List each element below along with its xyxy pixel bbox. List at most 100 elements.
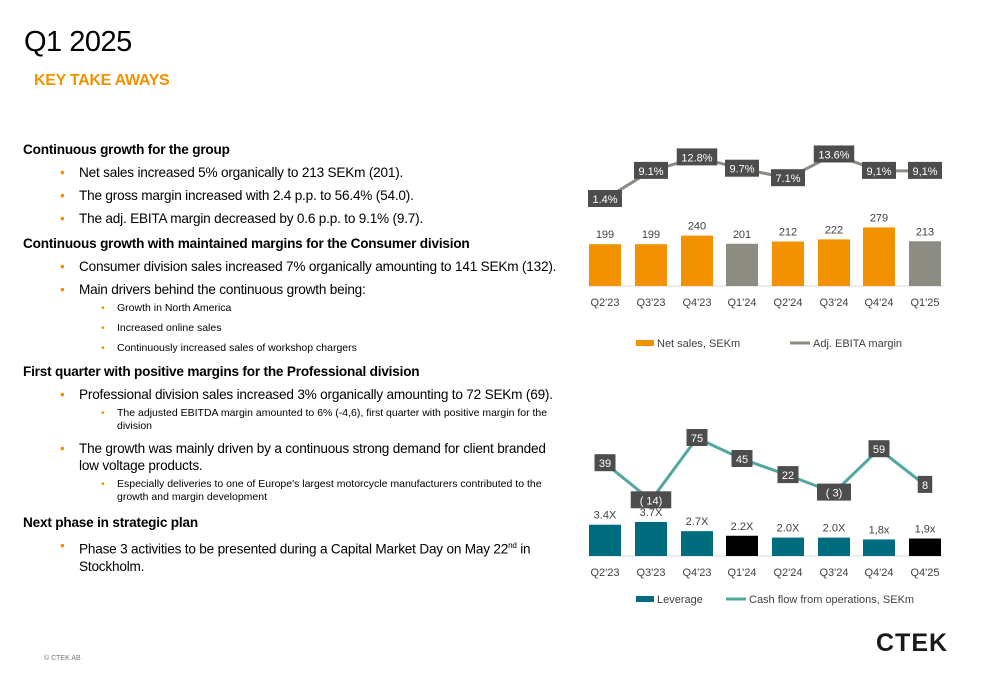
group-bullets: Net sales increased 5% organically to 21…	[23, 164, 563, 227]
page-title: Q1 2025	[24, 26, 132, 58]
category-label: Q3'24	[819, 297, 848, 309]
bar-value-label: 2.2X	[731, 521, 754, 533]
category-label: Q3'24	[819, 567, 848, 579]
bullet-text: in Stockholm.	[79, 541, 531, 574]
bar-value-label: 212	[779, 226, 797, 238]
line-value-label: 59	[873, 444, 885, 456]
line-value-label: 7.1%	[775, 173, 800, 185]
line-label-box	[813, 145, 855, 163]
bar	[863, 227, 895, 286]
bar	[681, 235, 713, 286]
line-value-label: ( 3)	[826, 488, 843, 500]
line-value-label: 9,1%	[866, 166, 891, 178]
line-label-box	[868, 440, 890, 458]
line-value-label: 45	[736, 454, 748, 466]
category-label: Q2'24	[773, 567, 802, 579]
bar-value-label: 240	[688, 221, 706, 233]
consumer-bullets: Consumer division sales increased 7% org…	[23, 258, 563, 355]
bar-value-label: 199	[642, 229, 660, 241]
line-value-label: 9.7%	[729, 164, 754, 176]
sub-bullet: Growth in North America	[23, 302, 563, 315]
bar	[772, 537, 804, 556]
bullet: Net sales increased 5% organically to 21…	[23, 164, 563, 181]
bullet: Consumer division sales increased 7% org…	[23, 258, 563, 275]
bar-value-label: 1,9x	[915, 524, 936, 536]
bar-value-label: 213	[916, 226, 934, 238]
bar-value-label: 222	[825, 224, 843, 236]
sub-bullet: The adjusted EBITDA margin amounted to 6…	[23, 407, 563, 433]
line-label-box	[686, 429, 708, 446]
leverage-cashflow-chart: 3.4X 3.7X 2.7X 2.2X 2.0X 2.0X 1,8x 1,9x Q2'23 Q3'…	[588, 429, 944, 606]
line-value-label: ( 14)	[640, 495, 663, 507]
line-value-label: 1.4%	[592, 194, 617, 206]
legend-line-label: Cash flow from operations, SEKm	[749, 594, 914, 606]
bullet: Main drivers behind the continuous growt…	[23, 281, 563, 298]
section-heading-group: Continuous growth for the group	[23, 142, 230, 157]
bar-value-label: 2.0X	[823, 523, 846, 535]
bullet: The growth was mainly driven by a contin…	[23, 440, 563, 474]
bar	[818, 239, 850, 286]
copyright: © CTEK AB	[44, 655, 81, 662]
category-label: Q4'23	[682, 567, 711, 579]
bar-value-label: 3.7X	[640, 507, 663, 519]
bar-value-label: 199	[596, 229, 614, 241]
line-value-label: 9.1%	[638, 166, 663, 178]
bullet: Phase 3 activities to be presented durin…	[23, 537, 563, 575]
line-label-box	[594, 454, 616, 472]
bar-value-label: 201	[733, 229, 751, 241]
sub-bullet: Continuously increased sales of workshop…	[23, 342, 563, 355]
category-label: Q2'23	[590, 567, 619, 579]
bar	[681, 531, 713, 556]
category-label: Q4'24	[864, 567, 893, 579]
ctek-logo: CTEK	[876, 629, 956, 659]
category-label: Q2'23	[590, 297, 619, 309]
bar	[635, 521, 667, 556]
page-subtitle: KEY TAKE AWAYS	[34, 72, 170, 89]
line-value-label: 12.8%	[681, 152, 712, 164]
professional-bullets: Professional division sales increased 3%…	[23, 386, 563, 504]
legend-bar-swatch	[636, 340, 654, 346]
line-label-box	[676, 148, 718, 166]
bar-value-label: 2.0X	[777, 523, 800, 535]
bar-value-label: 3.4X	[594, 510, 617, 522]
category-label: Q2'24	[773, 297, 802, 309]
section-heading-consumer: Continuous growth with maintained margin…	[23, 236, 470, 251]
line-value-label: 22	[782, 470, 794, 482]
bullet: Professional division sales increased 3%…	[23, 386, 563, 403]
bar-value-label: 279	[870, 212, 888, 224]
category-label: Q1'25	[910, 297, 939, 309]
bar	[635, 244, 667, 286]
category-label: Q1'24	[727, 297, 756, 309]
section-heading-strategy: Next phase in strategic plan	[23, 515, 198, 530]
line-value-label: 75	[691, 433, 703, 445]
category-label: Q1'24	[727, 567, 756, 579]
line-label-box	[908, 161, 942, 179]
line-label-box	[862, 161, 896, 179]
legend-bar-swatch	[636, 596, 654, 602]
sub-bullet: Increased online sales	[23, 322, 563, 335]
line-label-box	[634, 161, 668, 179]
legend-line-label: Adj. EBITA margin	[813, 338, 902, 350]
line-label-box	[771, 169, 805, 187]
category-label: Q3'23	[636, 297, 665, 309]
bar-value-label: 1,8x	[869, 524, 890, 536]
bar	[909, 538, 941, 556]
superscript: nd	[508, 541, 517, 550]
line-label-box	[731, 450, 753, 467]
line-value-label: 39	[599, 458, 611, 470]
bar	[726, 535, 758, 556]
section-heading-professional: First quarter with positive margins for …	[23, 364, 420, 379]
bullet-text: Phase 3 activities to be presented durin…	[79, 541, 509, 557]
takeaways-text: Continuous growth for the group Net sale…	[23, 141, 563, 575]
line-label-box	[817, 483, 851, 501]
bullet: The adj. EBITA margin decreased by 0.6 p…	[23, 210, 563, 227]
legend-bar-label: Leverage	[657, 594, 703, 606]
category-label: Q3'23	[636, 567, 665, 579]
strategy-bullets: Phase 3 activities to be presented durin…	[23, 537, 563, 575]
bar	[818, 537, 850, 556]
line-label-box	[725, 159, 759, 177]
line-label-box	[630, 491, 672, 509]
sub-bullet: Especially deliveries to one of Europe's…	[23, 478, 563, 504]
bullet: The gross margin increased with 2.4 p.p.…	[23, 187, 563, 204]
bar	[909, 241, 941, 286]
